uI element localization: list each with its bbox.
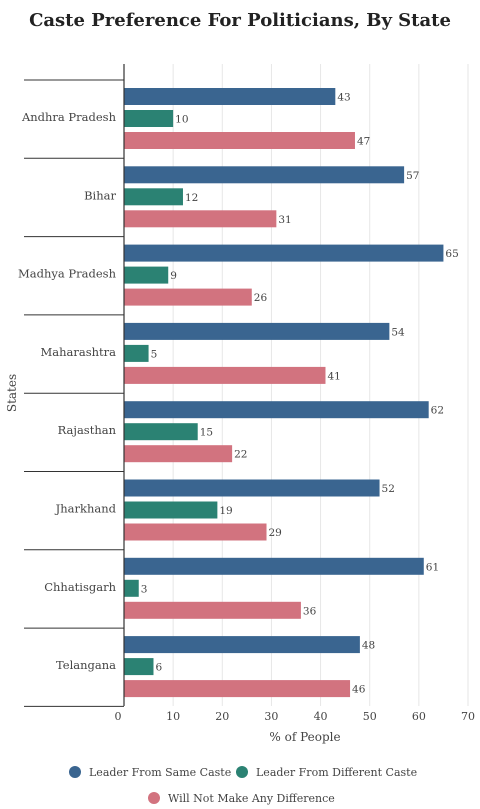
bar [124, 423, 198, 441]
category-label: Telangana [56, 658, 116, 672]
bar [124, 210, 277, 228]
bar [124, 445, 233, 463]
legend: Leader From Same Caste Leader From Differ… [69, 766, 417, 805]
data-label: 41 [327, 370, 340, 382]
data-label: 54 [391, 326, 405, 338]
data-label: 43 [337, 92, 350, 104]
chart-title: Caste Preference For Politicians, By Sta… [29, 10, 451, 31]
data-label: 52 [382, 483, 395, 495]
bar [124, 322, 390, 340]
bar [124, 501, 218, 519]
bars [124, 88, 444, 698]
bar [124, 658, 154, 676]
data-label: 19 [219, 505, 232, 517]
bar [124, 132, 355, 149]
x-tick-label: 10 [166, 710, 180, 723]
legend-swatch [148, 792, 160, 804]
x-tick-label: 70 [461, 710, 475, 723]
gridlines [172, 64, 469, 706]
data-labels: 43 10 47 57 12 31 65 9 26 54 5 41 62 15 22 52 19 29 61 3 36 4… [141, 92, 459, 696]
data-label: 62 [431, 405, 444, 417]
x-tick-labels: 0 10 20 30 40 50 60 70 [115, 710, 476, 723]
category-label: Madhya Pradesh [18, 267, 117, 281]
data-label: 57 [406, 170, 419, 182]
bar [124, 636, 360, 654]
category-label: Rajasthan [58, 423, 117, 437]
x-tick-label: 60 [412, 710, 426, 723]
bar [124, 579, 139, 597]
data-label: 46 [352, 684, 366, 696]
category-label: Jharkhand [55, 502, 117, 516]
data-label: 65 [445, 248, 458, 260]
x-tick-label: 0 [115, 710, 122, 723]
y-axis-label: States [5, 374, 19, 412]
bar [124, 110, 174, 127]
bar [124, 166, 405, 184]
category-label: Andhra Pradesh [21, 110, 117, 124]
data-label: 47 [357, 136, 370, 148]
category-label: Maharashtra [40, 345, 116, 359]
x-tick-label: 40 [314, 710, 328, 723]
x-tick-label: 30 [264, 710, 278, 723]
data-label: 6 [155, 662, 162, 674]
data-label: 12 [185, 192, 198, 204]
legend-swatch [69, 766, 81, 778]
category-label: Bihar [84, 188, 116, 202]
data-label: 36 [303, 605, 317, 617]
bar [124, 601, 301, 619]
bar [124, 188, 183, 206]
data-label: 26 [254, 292, 268, 304]
data-label: 48 [362, 640, 375, 652]
category-labels: Andhra Pradesh Bihar Madhya Pradesh Maharas… [18, 110, 117, 672]
category-label: Chhatisgarh [44, 580, 116, 594]
legend-label: Leader From Same Caste [89, 766, 231, 779]
bar [124, 344, 149, 362]
bar [124, 557, 424, 575]
x-tick-label: 20 [215, 710, 229, 723]
data-label: 29 [269, 527, 282, 539]
data-label: 5 [151, 348, 158, 360]
data-label: 10 [175, 114, 188, 126]
data-label: 3 [141, 583, 148, 595]
data-label: 31 [278, 214, 291, 226]
data-label: 22 [234, 449, 247, 461]
bar [124, 88, 336, 105]
data-label: 15 [200, 427, 213, 439]
legend-label: Will Not Make Any Difference [168, 792, 335, 805]
x-axis-label: % of People [269, 730, 340, 744]
bar [124, 366, 326, 384]
bar [124, 523, 267, 541]
bar [124, 680, 351, 698]
x-tick-label: 50 [363, 710, 377, 723]
data-label: 9 [170, 270, 177, 282]
legend-label: Leader From Different Caste [256, 766, 417, 779]
bar [124, 401, 429, 419]
category-separators [24, 79, 124, 707]
bar [124, 244, 444, 262]
legend-swatch [236, 766, 248, 778]
bar [124, 288, 252, 306]
bar [124, 266, 169, 284]
bar [124, 479, 380, 497]
data-label: 61 [426, 561, 439, 573]
